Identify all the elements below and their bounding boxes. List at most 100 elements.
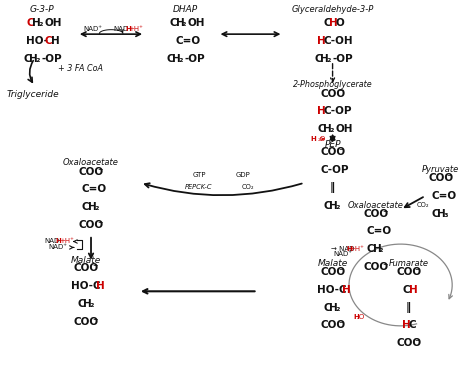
Text: ₂: ₂ [90, 299, 94, 309]
Text: H: H [56, 238, 62, 244]
Text: ₂: ₂ [182, 18, 186, 28]
Text: GDP: GDP [236, 172, 251, 178]
Text: ⁻: ⁻ [97, 220, 103, 230]
Text: COO: COO [396, 267, 421, 277]
Text: H: H [29, 54, 38, 64]
Text: OH: OH [45, 18, 63, 28]
Text: ₂O: ₂O [357, 314, 365, 320]
Text: NAD: NAD [44, 238, 59, 244]
Text: C: C [323, 201, 331, 211]
Text: COO: COO [320, 147, 346, 157]
Text: + 3 FA CoA: + 3 FA CoA [58, 64, 103, 73]
Text: C: C [26, 18, 34, 28]
Text: C: C [409, 320, 416, 330]
Text: → NAD: → NAD [331, 246, 355, 252]
Text: ₃: ₃ [444, 209, 448, 219]
Text: Malate: Malate [71, 256, 101, 264]
Text: ⁻: ⁻ [92, 263, 98, 273]
Text: ⁻: ⁻ [92, 317, 98, 327]
Text: C: C [323, 303, 331, 313]
Text: GTP: GTP [192, 172, 206, 178]
Text: +H⁺: +H⁺ [349, 246, 365, 252]
Text: C-OP: C-OP [320, 165, 349, 175]
Text: -OP: -OP [42, 54, 63, 64]
Text: COO: COO [74, 263, 99, 273]
Text: PEP: PEP [324, 140, 341, 149]
Text: HO-: HO- [26, 36, 48, 46]
Text: H: H [317, 106, 326, 116]
Text: OH: OH [188, 18, 205, 28]
Text: H: H [175, 18, 184, 28]
Text: C=O: C=O [82, 185, 107, 194]
Text: C=O: C=O [366, 226, 392, 236]
Text: C: C [82, 202, 90, 212]
Text: +H⁺: +H⁺ [59, 238, 74, 244]
Text: COO: COO [396, 338, 421, 348]
Text: ₂: ₂ [94, 202, 99, 212]
Text: NAD⁺: NAD⁺ [334, 251, 353, 257]
Text: ‖: ‖ [329, 182, 335, 194]
Text: ₂O: ₂O [318, 136, 326, 142]
Text: ⁻: ⁻ [339, 89, 344, 98]
Text: C: C [402, 285, 410, 295]
Text: H: H [409, 285, 417, 295]
Text: C: C [323, 18, 331, 28]
Text: H: H [329, 303, 338, 313]
Text: H: H [373, 244, 382, 254]
Text: H: H [310, 136, 316, 142]
Text: H: H [438, 209, 446, 219]
Text: ₂: ₂ [336, 303, 340, 313]
Text: CO₂: CO₂ [242, 184, 255, 190]
Text: Oxaloacetate: Oxaloacetate [63, 158, 119, 167]
Text: COO: COO [320, 89, 346, 98]
Text: ₂: ₂ [327, 54, 331, 64]
Text: COO: COO [320, 320, 346, 330]
Text: +H⁺: +H⁺ [128, 26, 144, 32]
Text: NAD⁺: NAD⁺ [49, 244, 68, 250]
Text: NAD⁺: NAD⁺ [84, 26, 103, 32]
Text: COO: COO [74, 317, 99, 327]
Text: CO₂: CO₂ [417, 202, 429, 208]
Text: HO-C: HO-C [71, 281, 100, 291]
Text: ⁻: ⁻ [339, 320, 344, 330]
Text: ⁻: ⁻ [339, 267, 344, 277]
Text: COO: COO [364, 209, 389, 219]
Text: C-OH: C-OH [323, 36, 353, 46]
Text: H: H [402, 320, 411, 330]
Text: ⁻: ⁻ [97, 167, 103, 177]
Text: H: H [354, 314, 359, 320]
Text: COO: COO [79, 220, 104, 230]
Text: Fumarate: Fumarate [389, 259, 428, 268]
Text: OH: OH [336, 124, 353, 134]
Text: H: H [346, 246, 352, 252]
Text: ₂: ₂ [179, 54, 183, 64]
Text: C: C [317, 124, 325, 134]
Text: C: C [314, 54, 322, 64]
Text: C=O: C=O [175, 36, 201, 46]
Text: HO-C: HO-C [317, 285, 347, 295]
Text: C: C [366, 244, 374, 254]
Text: ₂: ₂ [336, 201, 340, 211]
Text: COO: COO [364, 262, 389, 272]
Text: C: C [23, 54, 31, 64]
Text: H: H [51, 36, 60, 46]
Text: H: H [125, 26, 131, 32]
Text: COO: COO [428, 173, 453, 183]
Text: Oxaloacetate: Oxaloacetate [348, 201, 404, 210]
Text: DHAP: DHAP [172, 6, 197, 15]
Text: H: H [320, 54, 329, 64]
Text: ₂: ₂ [379, 244, 383, 254]
Text: Glyceraldehyde-3-P: Glyceraldehyde-3-P [292, 6, 374, 15]
Text: COO: COO [79, 167, 104, 177]
Text: C: C [77, 299, 85, 309]
Text: G-3-P: G-3-P [29, 6, 54, 15]
Text: H: H [33, 18, 41, 28]
Text: Triglyceride: Triglyceride [7, 90, 60, 99]
Text: C-OP: C-OP [323, 106, 352, 116]
Text: C=O: C=O [431, 191, 456, 201]
Text: H: H [323, 124, 332, 134]
Text: H: H [329, 201, 338, 211]
Text: H: H [329, 18, 338, 28]
Text: Malate: Malate [318, 259, 348, 268]
Text: H: H [96, 281, 104, 291]
